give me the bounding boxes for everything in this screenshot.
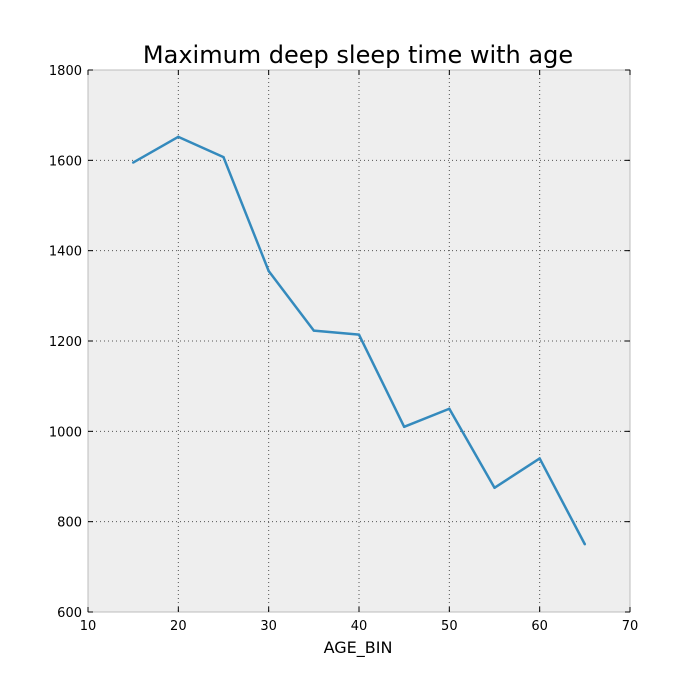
y-tick-label: 1400	[49, 245, 82, 260]
data-point	[583, 543, 587, 546]
data-point	[267, 269, 270, 273]
data-point	[357, 333, 361, 336]
data-point	[222, 155, 225, 159]
x-tick-label: 40	[351, 619, 368, 634]
data-point	[177, 135, 180, 139]
y-tick-label: 1800	[49, 64, 82, 79]
x-axis-label: AGE_BIN	[324, 638, 393, 658]
chart-title: Maximum deep sleep time with age	[143, 41, 573, 69]
ticks: 10 20 30 40 50 60 70 600 800 1000 1200 1400 1600 1800	[49, 64, 638, 634]
data-point	[402, 425, 406, 429]
x-tick-label: 30	[260, 619, 277, 634]
data-point	[131, 161, 135, 164]
data-point	[312, 329, 316, 332]
y-tick-label: 1000	[49, 425, 82, 440]
x-tick-label: 10	[80, 619, 97, 634]
y-tick-label: 800	[57, 516, 82, 531]
y-tick-label: 1600	[49, 154, 82, 169]
series-layer	[131, 135, 587, 546]
y-tick-label: 600	[57, 606, 82, 621]
x-tick-label: 20	[170, 619, 187, 634]
x-tick-label: 70	[622, 619, 639, 634]
data-point	[493, 486, 496, 489]
x-tick-label: 60	[531, 619, 548, 634]
x-tick-label: 50	[441, 619, 458, 634]
data-point	[538, 457, 541, 460]
data-point	[448, 407, 451, 410]
plot-area	[88, 70, 630, 612]
y-tick-label: 1200	[49, 335, 82, 350]
